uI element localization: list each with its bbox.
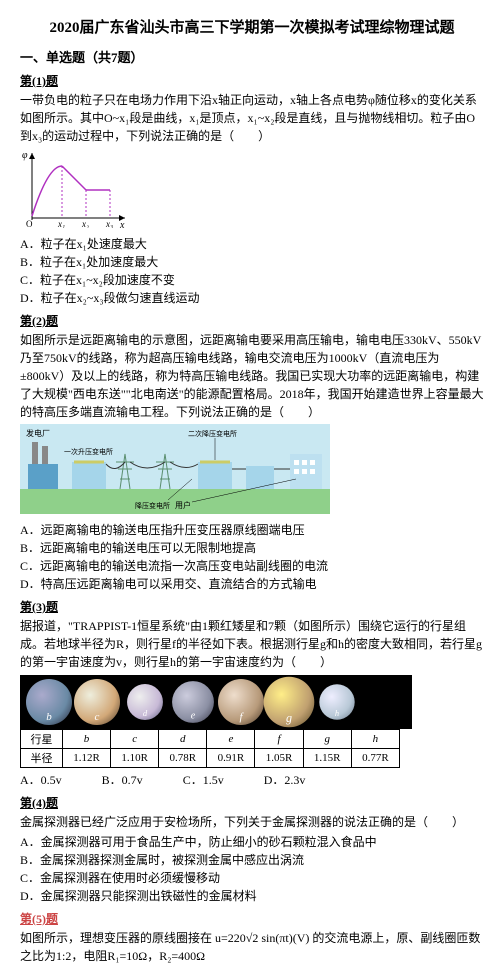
label-stepup: 一次升压变电所 [64,447,113,456]
q1-optC: C．粒子在x₁~x₂段加速度不变 [20,271,484,288]
svg-text:x₃: x₃ [105,219,113,228]
section-heading: 一、单选题（共7题） [20,47,484,66]
q3-choiceC: C．1.5v [183,771,224,788]
q4-head: 第(4)题 [20,794,484,811]
q4-optB: B．金属探测器探测金属时，被探测金属中感应出涡流 [20,851,484,868]
table-row: 半径1.12R1.10R0.78R0.91R1.05R1.15R0.77R [21,749,400,768]
q2-optA: A．远距离输电的输送电压指升压变压器原线圈端电压 [20,521,484,538]
planet-label: c [95,711,100,725]
label-user: 用户 [175,500,191,510]
q2-optC: C．远距离输电的输送电流指一次高压变电站副线圈的电流 [20,557,484,574]
page-title: 2020届广东省汕头市高三下学期第一次模拟考试理综物理试题 [20,16,484,37]
q3-body: 据报道，"TRAPPIST-1恒星系统"由1颗红矮星和7颗（如图所示）围绕它运行… [20,617,484,671]
planet-label: b [46,711,52,725]
q1-options: A．粒子在x₁处速度最大 B．粒子在x₁处加速度最大 C．粒子在x₁~x₂段加速… [20,235,484,306]
svg-text:φ: φ [22,150,28,161]
q2-optD: D．特高压远距离输电可以采用交、直流结合的方式输电 [20,575,484,592]
q3-head: 第(3)题 [20,598,484,615]
q4-options: A．金属探测器可用于食品生产中，防止细小的砂石颗粒混入食品中 B．金属探测器探测… [20,833,484,904]
q4-optA: A．金属探测器可用于食品生产中，防止细小的砂石颗粒混入食品中 [20,833,484,850]
q5-body: 如图所示，理想变压器的原线圈接在 u=220√2 sin(πt)(V) 的交流电… [20,929,484,965]
q1-head: 第(1)题 [20,72,484,89]
q1-body: 一带负电的粒子只在电场力作用下沿x轴正向运动，x轴上各点电势φ随位移x的变化关系… [20,91,484,145]
svg-text:x₁: x₁ [57,219,65,228]
label-plant: 发电厂 [26,428,50,438]
svg-text:x: x [119,220,125,228]
q2-head: 第(2)题 [20,312,484,329]
planet-label: h [335,709,339,720]
planet-label: e [191,710,195,723]
planet-row: b c d e f g h [20,675,412,729]
q2-body: 如图所示是远距离输电的示意图，远距离输电要采用高压输电，输电电压330kV、55… [20,331,484,421]
q4-body: 金属探测器已经广泛应用于安检场所，下列关于金属探测器的说法正确的是（ ） [20,813,484,831]
planet-label: f [239,711,242,725]
q2-diagram: 发电厂 一次升压变电所 二次降压变电所 降压变电所 用户 [20,424,484,518]
label-stepdown: 降压变电所 [135,501,170,510]
q3-choiceA: A．0.5v [20,771,62,788]
q3-choiceB: B．0.7v [102,771,143,788]
q3-choiceD: D．2.3v [264,771,306,788]
planet-label: g [286,712,292,727]
q1-graph: φ x O x₁ x₂ x₃ [20,148,484,232]
q1-optD: D．粒子在x₂~x₃段做匀速直线运动 [20,289,484,306]
q4-optD: D．金属探测器只能探测出铁磁性的金属材料 [20,887,484,904]
q3-choices: A．0.5v B．0.7v C．1.5v D．2.3v [20,771,484,788]
planet-table: 行星bcdefgh 半径1.12R1.10R0.78R0.91R1.05R1.1… [20,729,400,768]
q1-optB: B．粒子在x₁处加速度最大 [20,253,484,270]
svg-text:O: O [26,219,33,228]
table-row: 行星bcdefgh [21,730,400,749]
planet-label: d [143,709,147,720]
q2-optB: B．远距离输电的输送电压可以无限制地提高 [20,539,484,556]
q1-optA: A．粒子在x₁处速度最大 [20,235,484,252]
label-stepdown2: 二次降压变电所 [188,429,237,438]
svg-text:x₂: x₂ [81,219,89,228]
q5-head: 第(5)题 [20,910,484,927]
q4-optC: C．金属探测器在使用时必须缓慢移动 [20,869,484,886]
q2-options: A．远距离输电的输送电压指升压变压器原线圈端电压 B．远距离输电的输送电压可以无… [20,521,484,592]
